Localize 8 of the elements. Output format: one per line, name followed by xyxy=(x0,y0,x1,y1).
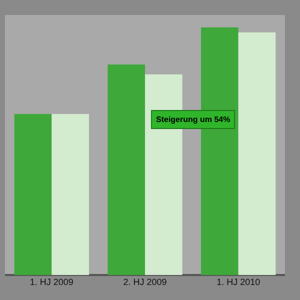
annotation: Steigerung um 54% xyxy=(156,115,230,124)
bar xyxy=(238,32,276,275)
bar xyxy=(14,114,52,275)
x-tick-label: 1. HJ 2010 xyxy=(216,277,260,287)
x-tick-label: 1. HJ 2009 xyxy=(30,277,74,287)
bar xyxy=(108,64,145,275)
bar xyxy=(52,114,89,275)
x-tick-label: 2. HJ 2009 xyxy=(123,277,167,287)
